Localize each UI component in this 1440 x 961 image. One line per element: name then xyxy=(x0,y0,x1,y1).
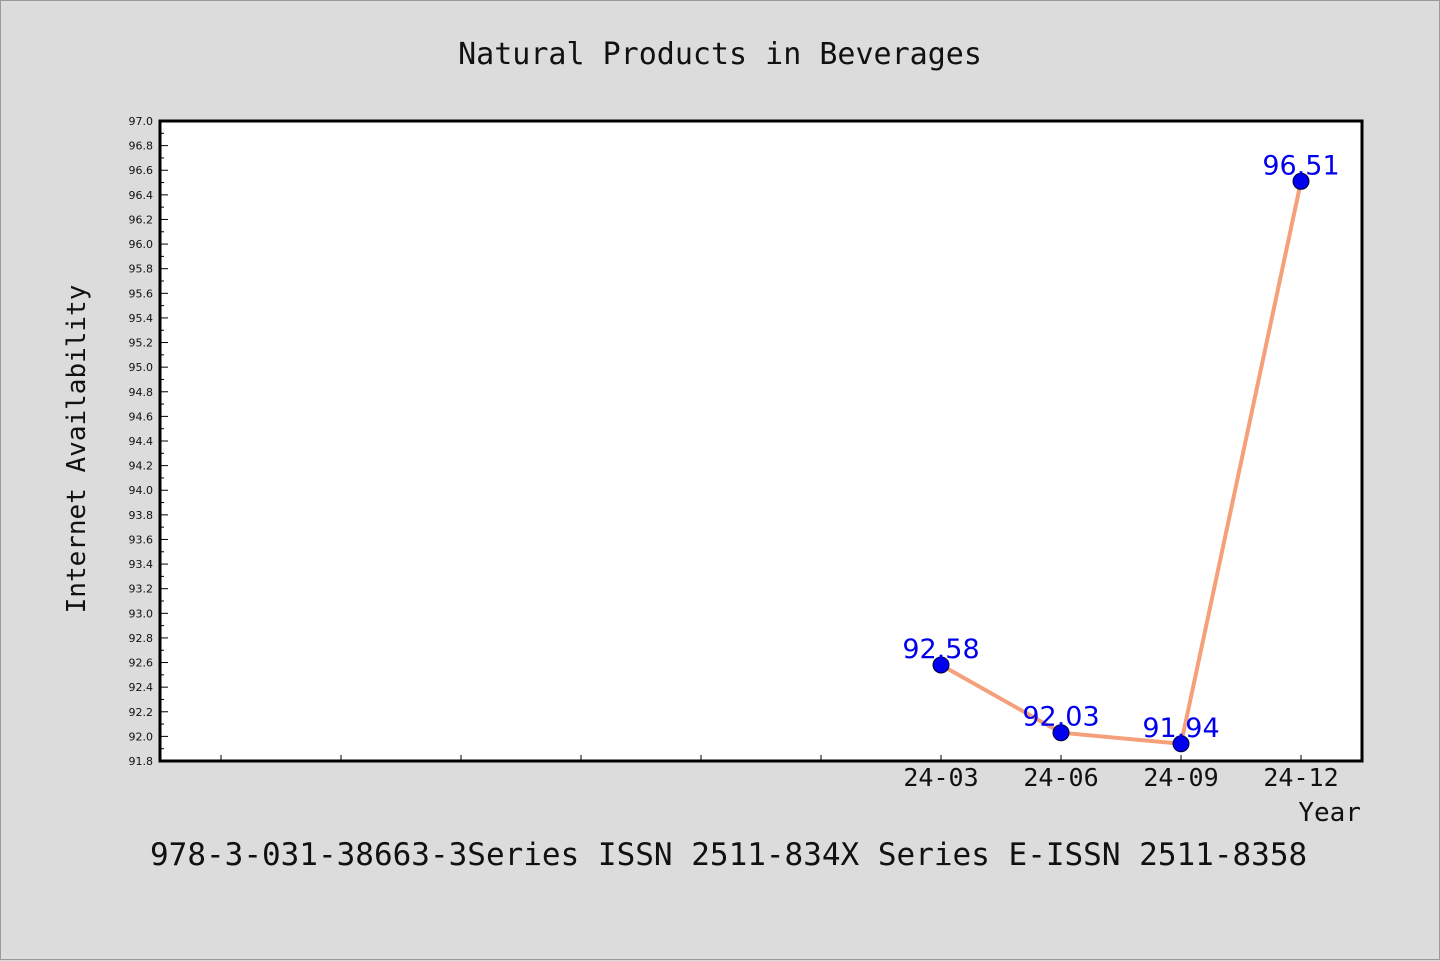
data-point xyxy=(932,656,950,674)
series-group: 92.58 92.03 91.94 96.51 xyxy=(902,150,1340,753)
y-tick-label: 94.2 xyxy=(129,460,154,473)
y-tick-label: 92.8 xyxy=(129,632,154,645)
plot-area xyxy=(158,119,1364,763)
y-tick-label: 92.6 xyxy=(129,657,154,670)
y-axis-label: Internet Availability xyxy=(62,285,92,614)
y-tick-label: 96.0 xyxy=(129,238,154,251)
y-tick-label: 93.0 xyxy=(129,607,154,620)
data-label: 92.03 xyxy=(1022,702,1099,733)
footer-isbn-text: 978-3-031-38663-3Series ISSN 2511-834X S… xyxy=(150,837,1307,873)
y-axis: 91.8 92.0 92.2 92.4 92.6 92.8 93.0 93.2 93.4 93.6… xyxy=(129,115,168,768)
y-tick-label: 91.8 xyxy=(129,755,154,768)
series-line xyxy=(940,180,1303,746)
y-tick-label: 93.4 xyxy=(129,558,154,571)
data-label: 92.58 xyxy=(902,634,979,665)
x-axis: 24-03 24-06 24-09 24-12 xyxy=(220,755,1339,792)
y-tick-label: 93.8 xyxy=(129,509,154,522)
data-point xyxy=(1292,172,1310,190)
y-tick-label: 97.0 xyxy=(129,115,154,128)
y-tick-label: 95.6 xyxy=(129,287,154,300)
x-tick-label: 24-03 xyxy=(903,763,978,792)
data-label: 91.94 xyxy=(1142,713,1219,744)
y-tick-label: 96.2 xyxy=(129,213,154,226)
y-tick-label: 96.4 xyxy=(129,189,154,202)
y-tick-label: 93.2 xyxy=(129,583,154,596)
y-tick-label: 95.2 xyxy=(129,337,154,350)
x-tick-label: 24-06 xyxy=(1023,763,1098,792)
y-tick-label: 95.4 xyxy=(129,312,154,325)
y-tick-label: 96.6 xyxy=(129,164,154,177)
y-tick-label: 94.6 xyxy=(129,410,154,423)
y-tick-label: 95.0 xyxy=(129,361,154,374)
y-tick-label: 96.8 xyxy=(129,140,154,153)
x-tick-label: 24-12 xyxy=(1263,763,1338,792)
y-tick-label: 94.4 xyxy=(129,435,154,448)
chart-title: Natural Products in Beverages xyxy=(458,37,982,72)
x-axis-label: Year xyxy=(1298,798,1361,828)
y-tick-label: 95.8 xyxy=(129,263,154,276)
y-tick-label: 92.2 xyxy=(129,706,154,719)
y-tick-label: 92.0 xyxy=(129,730,154,743)
y-tick-label: 94.8 xyxy=(129,386,154,399)
y-tick-label: 94.0 xyxy=(129,484,154,497)
data-point xyxy=(1172,735,1190,753)
y-tick-label: 92.4 xyxy=(129,681,154,694)
data-point xyxy=(1052,724,1070,742)
y-tick-label: 93.6 xyxy=(129,533,154,546)
data-label: 96.51 xyxy=(1262,150,1339,181)
x-tick-label: 24-09 xyxy=(1143,763,1218,792)
